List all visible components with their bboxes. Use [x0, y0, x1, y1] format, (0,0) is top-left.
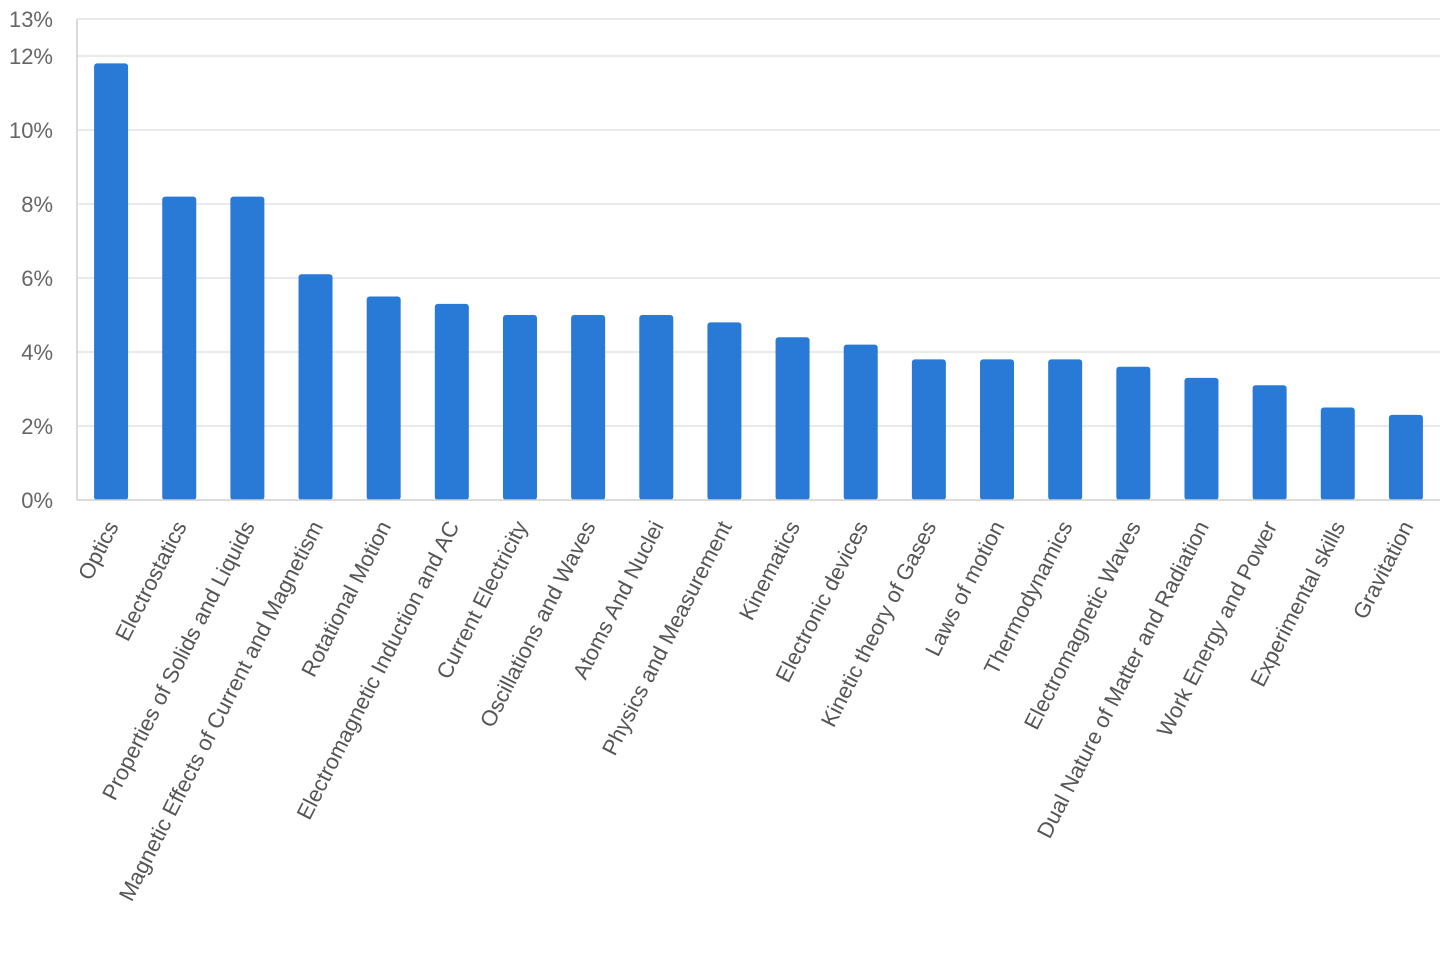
- bar[interactable]: [1252, 385, 1287, 500]
- bars: [94, 63, 1423, 501]
- y-tick-label: 12%: [9, 44, 53, 69]
- bar[interactable]: [571, 315, 606, 500]
- bar[interactable]: [911, 359, 946, 500]
- bar[interactable]: [1388, 414, 1423, 500]
- bar[interactable]: [230, 196, 265, 500]
- y-tick-label: 0%: [21, 488, 53, 513]
- bar[interactable]: [502, 315, 537, 500]
- bar[interactable]: [1184, 377, 1219, 500]
- bar[interactable]: [1116, 366, 1151, 500]
- y-tick-label: 2%: [21, 414, 53, 439]
- gridlines: [77, 18, 1440, 427]
- x-tick-label: Gravitation: [1348, 517, 1419, 623]
- y-tick-label: 13%: [9, 7, 53, 32]
- x-tick-label: Electrostatics: [110, 517, 192, 645]
- y-tick-label: 4%: [21, 340, 53, 365]
- bar[interactable]: [298, 274, 333, 500]
- bar[interactable]: [366, 296, 401, 501]
- bar[interactable]: [162, 196, 197, 500]
- bar[interactable]: [1320, 407, 1355, 501]
- x-tick-label: Work Energy and Power: [1152, 517, 1282, 740]
- bar[interactable]: [980, 359, 1015, 500]
- bar[interactable]: [1048, 359, 1083, 500]
- y-tick-label: 10%: [9, 118, 53, 143]
- bar[interactable]: [843, 344, 878, 500]
- x-axis: [76, 19, 1440, 501]
- bar[interactable]: [434, 303, 469, 500]
- x-tick-label: Optics: [73, 517, 124, 584]
- y-axis-ticks: 0% 2% 4% 6% 8% 10% 12% 13%: [9, 7, 53, 513]
- y-tick-label: 8%: [21, 192, 53, 217]
- bar[interactable]: [94, 63, 129, 501]
- bar[interactable]: [707, 322, 742, 500]
- x-tick-label: Kinematics: [734, 517, 805, 624]
- bar[interactable]: [775, 337, 810, 500]
- bar[interactable]: [639, 315, 674, 500]
- y-tick-label: 6%: [21, 266, 53, 291]
- x-tick-label: Physics and Measurement: [597, 517, 737, 759]
